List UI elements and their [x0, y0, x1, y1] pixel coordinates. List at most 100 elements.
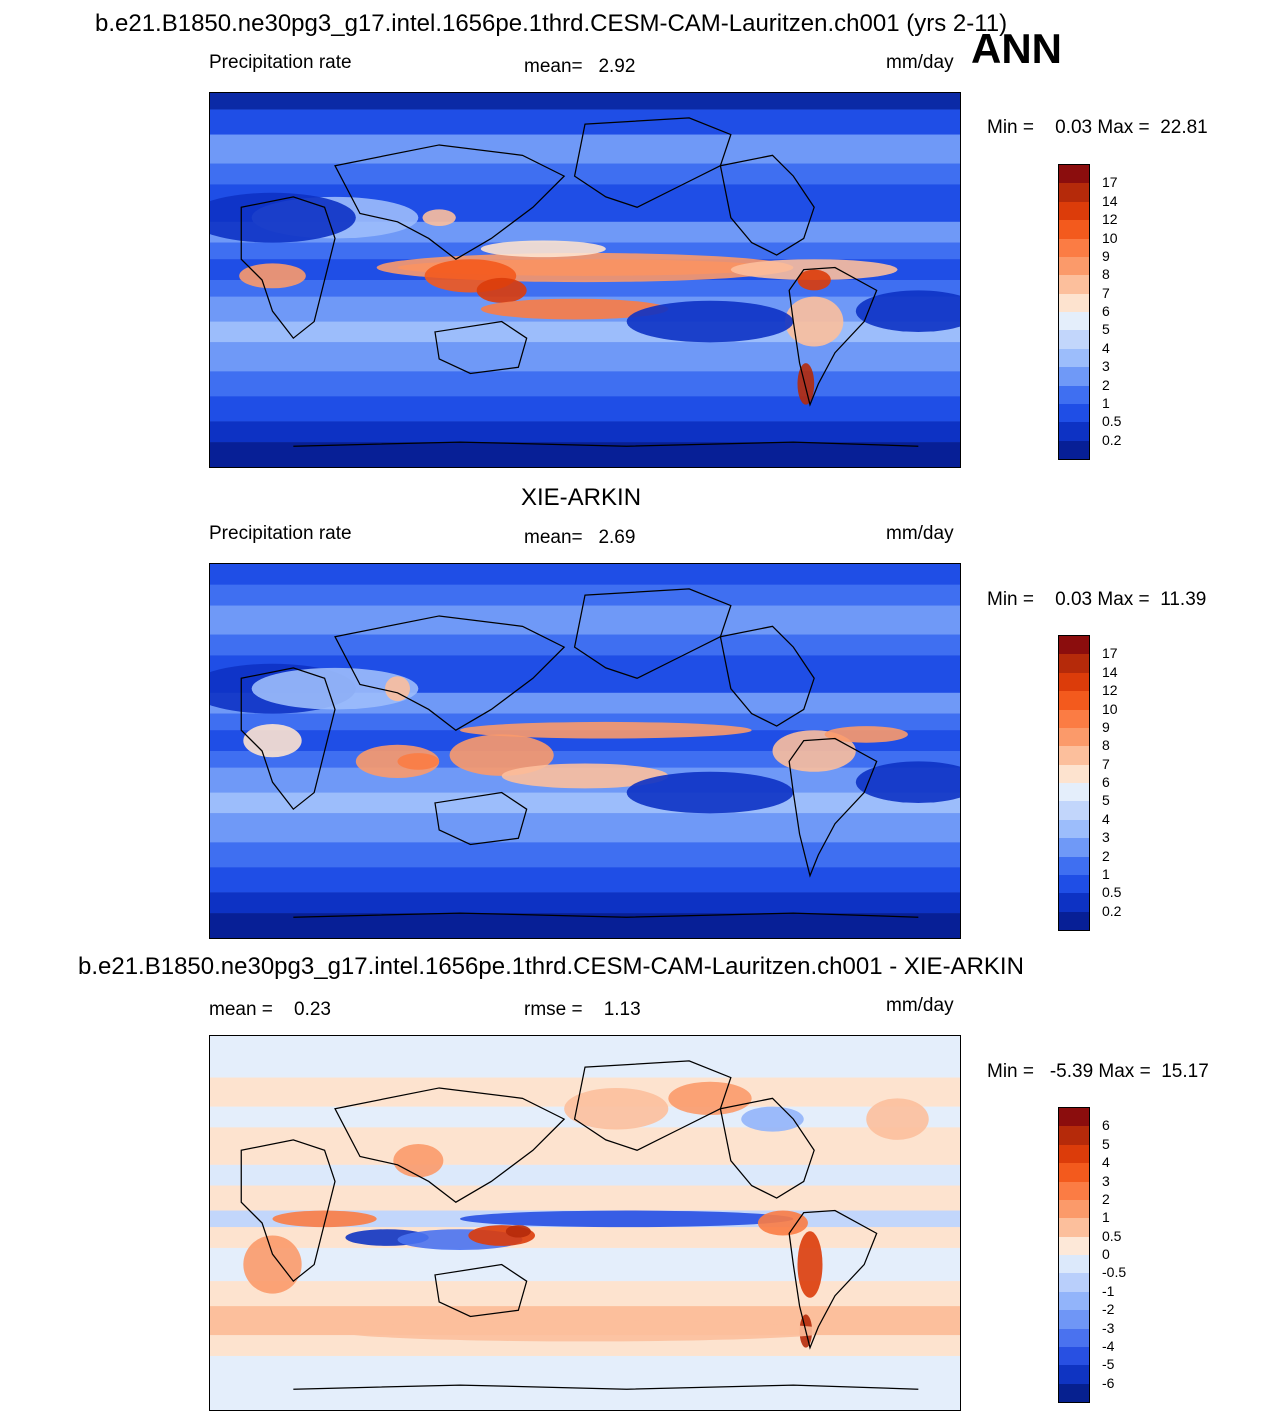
colorbar-swatch — [1059, 709, 1089, 728]
colorbar-tick-label: 1 — [1102, 865, 1110, 882]
colorbar-swatch — [1059, 1181, 1089, 1200]
colorbar-tick-label: -6 — [1102, 1374, 1115, 1391]
season-label: ANN — [971, 25, 1062, 72]
colorbar-swatch — [1059, 691, 1089, 710]
panel1-minmax: Min = 0.03 Max = 22.81 — [987, 117, 1208, 138]
colorbar-tick-label: 9 — [1102, 718, 1110, 735]
colorbar-swatch — [1059, 238, 1089, 257]
colorbar-swatch — [1059, 1328, 1089, 1347]
panel1-mean-label: mean= 2.92 — [524, 56, 636, 77]
panel2-mean-label: mean= 2.69 — [524, 527, 636, 548]
colorbar-swatch — [1059, 874, 1089, 894]
colorbar-tick-label: 7 — [1102, 755, 1110, 772]
colorbar-tick-label: 3 — [1102, 358, 1110, 375]
colorbar-swatch — [1059, 911, 1089, 930]
colorbar-tick-label: 5 — [1102, 792, 1110, 809]
colorbar-tick-label: 3 — [1102, 1172, 1110, 1189]
colorbar-tick-label: 17 — [1102, 174, 1118, 191]
colorbar-tick-label: 17 — [1102, 645, 1118, 662]
colorbar-swatch — [1059, 1310, 1089, 1329]
panel2-title: XIE-ARKIN — [521, 484, 642, 511]
colorbar-tick-label: 4 — [1102, 339, 1110, 356]
panel3-units-label: mm/day — [886, 995, 954, 1016]
colorbar-tick-label: 14 — [1102, 192, 1118, 209]
colorbar-tick-label: 1 — [1102, 394, 1110, 411]
colorbar-swatch — [1059, 1144, 1089, 1164]
colorbar-tick-label: 12 — [1102, 682, 1118, 699]
colorbar-tick-label: -3 — [1102, 1319, 1115, 1336]
colorbar-tick-label: 14 — [1102, 663, 1118, 680]
panel1-map — [209, 92, 961, 468]
colorbar-tick-label: 12 — [1102, 211, 1118, 228]
panel2-variable-label: Precipitation rate — [209, 523, 352, 544]
colorbar-swatch — [1059, 312, 1089, 331]
colorbar-swatch — [1059, 819, 1089, 839]
panel2-colorbar — [1058, 635, 1090, 931]
colorbar-tick-label: 0.5 — [1102, 884, 1122, 901]
colorbar-swatch — [1059, 1273, 1089, 1292]
colorbar-swatch — [1059, 1365, 1089, 1384]
colorbar-swatch — [1059, 330, 1089, 349]
colorbar-swatch — [1059, 422, 1089, 441]
panel3-colorbar — [1058, 1107, 1090, 1403]
colorbar-swatch — [1059, 275, 1089, 294]
panel1-colorbar — [1058, 164, 1090, 460]
colorbar-swatch — [1059, 348, 1089, 368]
colorbar-tick-label: 5 — [1102, 1135, 1110, 1152]
colorbar-swatch — [1059, 367, 1089, 386]
colorbar-swatch — [1059, 403, 1089, 423]
panel1-variable-label: Precipitation rate — [209, 52, 352, 73]
colorbar-tick-label: 10 — [1102, 700, 1118, 717]
panel3-rmse-label: rmse = 1.13 — [524, 999, 641, 1020]
colorbar-tick-label: 5 — [1102, 321, 1110, 338]
colorbar-swatch — [1059, 201, 1089, 221]
colorbar-swatch — [1059, 838, 1089, 857]
colorbar-swatch — [1059, 801, 1089, 820]
colorbar-swatch — [1059, 440, 1089, 459]
colorbar-tick-label: 9 — [1102, 247, 1110, 264]
colorbar-tick-label: 2 — [1102, 847, 1110, 864]
colorbar-tick-label: 3 — [1102, 829, 1110, 846]
panel2-field — [210, 564, 960, 938]
colorbar-swatch — [1059, 293, 1089, 312]
colorbar-swatch — [1059, 220, 1089, 239]
colorbar-swatch — [1059, 1236, 1089, 1255]
panel3-mean-label: mean = 0.23 — [209, 999, 331, 1020]
colorbar-tick-label: 7 — [1102, 284, 1110, 301]
colorbar-swatch — [1059, 1218, 1089, 1237]
panel1-units-label: mm/day — [886, 52, 954, 73]
colorbar-swatch — [1059, 856, 1089, 875]
colorbar-tick-label: -1 — [1102, 1282, 1115, 1299]
colorbar-swatch — [1059, 165, 1089, 184]
colorbar-swatch — [1059, 893, 1089, 912]
colorbar-tick-label: -0.5 — [1102, 1264, 1127, 1281]
colorbar-tick-label: 4 — [1102, 1154, 1110, 1171]
colorbar-tick-label: 6 — [1102, 1117, 1110, 1134]
colorbar-tick-label: 4 — [1102, 810, 1110, 827]
colorbar-swatch — [1059, 1346, 1089, 1366]
colorbar-swatch — [1059, 1291, 1089, 1311]
colorbar-tick-label: 2 — [1102, 1190, 1110, 1207]
colorbar-tick-label: 0.2 — [1102, 902, 1122, 919]
colorbar-swatch — [1059, 1126, 1089, 1145]
colorbar-tick-label: 0.5 — [1102, 413, 1122, 430]
colorbar-swatch — [1059, 746, 1089, 765]
panel3-field — [210, 1036, 960, 1410]
colorbar-tick-label: 10 — [1102, 229, 1118, 246]
panel2-map — [209, 563, 961, 939]
colorbar-tick-label: 1 — [1102, 1209, 1110, 1226]
colorbar-tick-label: 0.5 — [1102, 1227, 1122, 1244]
colorbar-swatch — [1059, 385, 1089, 404]
colorbar-tick-label: 6 — [1102, 303, 1110, 319]
colorbar-swatch — [1059, 636, 1089, 655]
colorbar-swatch — [1059, 764, 1089, 783]
colorbar-swatch — [1059, 727, 1089, 747]
panel2-units-label: mm/day — [886, 523, 954, 544]
colorbar-swatch — [1059, 1108, 1089, 1127]
colorbar-swatch — [1059, 256, 1089, 276]
colorbar-tick-label: 8 — [1102, 737, 1110, 754]
panel1-field — [210, 93, 960, 467]
colorbar-tick-label: -5 — [1102, 1356, 1115, 1373]
colorbar-swatch — [1059, 1163, 1089, 1182]
panel2-minmax: Min = 0.03 Max = 11.39 — [987, 589, 1207, 610]
